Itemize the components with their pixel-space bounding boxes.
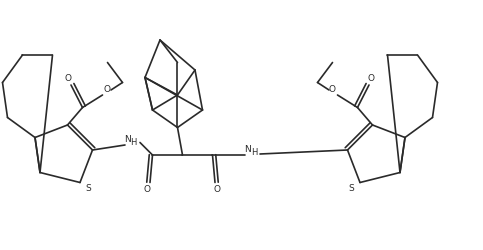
Text: N: N xyxy=(244,146,251,154)
Text: O: O xyxy=(104,86,111,94)
Text: H: H xyxy=(130,138,137,147)
Text: H: H xyxy=(251,148,257,157)
Text: O: O xyxy=(144,185,151,194)
Text: O: O xyxy=(329,86,336,94)
Text: O: O xyxy=(214,185,221,194)
Text: N: N xyxy=(124,136,131,144)
Text: S: S xyxy=(85,184,91,193)
Text: S: S xyxy=(349,184,355,193)
Text: O: O xyxy=(368,74,375,83)
Text: O: O xyxy=(65,74,72,83)
